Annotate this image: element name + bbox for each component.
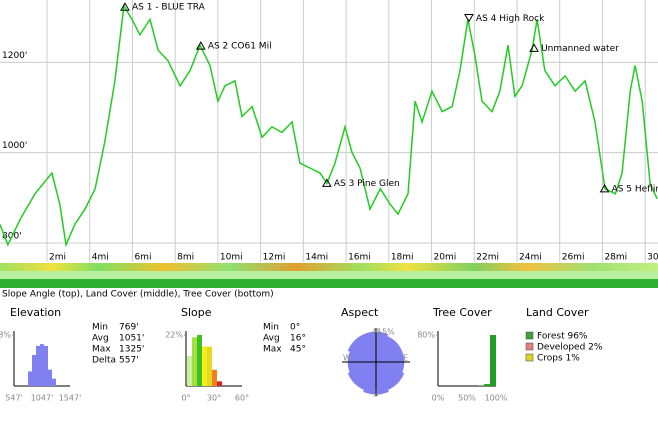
aspect-wedge: [347, 333, 377, 363]
x-tick-label: 20mi: [434, 253, 457, 263]
x-tick-label: 30mi: [647, 253, 658, 263]
waypoint-label: AS 4 High Rock: [476, 14, 545, 24]
hist-bar: [212, 369, 217, 386]
x-tick-label: 14mi: [305, 253, 328, 263]
x-tick-label: 24mi: [519, 253, 542, 263]
hist-x-label: 50%: [458, 394, 476, 403]
x-tick-label: 26mi: [562, 253, 585, 263]
stat-value: 557': [119, 356, 139, 366]
hist-bar: [32, 355, 36, 386]
stat-value: 45°: [290, 345, 306, 355]
aspect-ring-label: 15%: [377, 328, 395, 337]
stat-value: 16°: [290, 334, 306, 344]
hist-y-label: 28%: [0, 331, 11, 340]
stat-label: Min: [263, 323, 279, 333]
waypoint-label: AS 1 - BLUE TRA: [132, 3, 206, 13]
hist-bar: [44, 345, 48, 386]
hist-bar: [28, 371, 32, 386]
stat-label: Max: [263, 345, 282, 355]
hist-x-label: 0%: [432, 394, 445, 403]
waypoint-marker: [322, 178, 332, 187]
x-tick-label: 12mi: [263, 253, 286, 263]
hist-y-label: 22%: [165, 331, 183, 340]
hist-bar: [478, 385, 484, 386]
y-tick-label: 1200': [2, 51, 27, 61]
y-tick-label: 1000': [2, 141, 27, 151]
elevation-line: [0, 3, 658, 248]
stat-label: Avg: [92, 334, 109, 344]
hist-y-label: 80%: [417, 331, 435, 340]
panels: Elevation Min 769' Avg 1051' Max 1325'Delta 557…: [0, 306, 603, 403]
hist-bar: [197, 335, 202, 386]
waypoint-marker: [599, 183, 610, 193]
x-tick-label: 28mi: [604, 253, 627, 263]
hist-x-label: 1547': [59, 394, 82, 403]
panel-title: Tree Cover: [432, 306, 492, 319]
hist-x-label: 60°: [235, 394, 249, 403]
panel-title: Slope: [181, 306, 212, 319]
x-tick-label: 22mi: [476, 253, 499, 263]
x-tick-label: 16mi: [348, 253, 371, 263]
aspect-direction: W: [343, 354, 351, 363]
aspect-direction: E: [403, 354, 408, 363]
waypoint-label: AS 5 Heflin S: [612, 184, 658, 194]
hist-bar: [202, 346, 207, 386]
x-tick-label: 2mi: [49, 253, 66, 263]
x-tick-label: 10mi: [220, 253, 243, 263]
hist-bar: [484, 384, 490, 386]
hist-bar: [187, 355, 192, 386]
hist-x-label: 30°: [207, 394, 221, 403]
hist-bar: [207, 346, 212, 386]
waypoint-label: Unmanned water: [541, 44, 619, 54]
legend-label: Crops 1%: [537, 354, 580, 364]
hist-bar: [52, 378, 56, 386]
legend-label: Forest 96%: [537, 332, 588, 342]
x-tick-label: 8mi: [177, 253, 194, 263]
aspect-direction: S: [373, 390, 378, 399]
x-tick-label: 4mi: [92, 253, 109, 263]
legend-label: Developed 2%: [537, 343, 603, 353]
hist-bar: [192, 337, 197, 386]
waypoint-marker: [120, 2, 130, 11]
stat-label: Avg: [263, 334, 280, 344]
hist-x-label: 547': [5, 394, 22, 403]
panel-title: Elevation: [10, 306, 61, 319]
stat-label: Max: [92, 345, 111, 355]
hist-bar: [490, 335, 496, 386]
hist-bar: [36, 345, 40, 386]
land-cover-strip: [0, 271, 658, 279]
aspect-direction: N: [373, 328, 379, 337]
waypoint-label: AS 3 Pine Glen: [334, 179, 400, 189]
stat-label: Min: [92, 323, 108, 333]
legend-swatch: [525, 353, 534, 362]
hist-x-label: 0°: [181, 394, 190, 403]
hist-bar: [40, 344, 44, 386]
tree-cover-strip: [0, 279, 658, 288]
hist-x-label: 100%: [485, 394, 508, 403]
x-tick-label: 18mi: [391, 253, 414, 263]
panel-title: Land Cover: [526, 306, 589, 319]
legend-swatch: [525, 331, 534, 340]
waypoint-marker: [529, 43, 539, 52]
stat-value: 1325': [119, 345, 144, 355]
stat-value: 0°: [290, 323, 300, 333]
x-tick-label: 6mi: [134, 253, 151, 263]
stat-value: 1051': [119, 334, 144, 344]
panel-title: Aspect: [341, 306, 379, 319]
stat-value: 769': [119, 323, 139, 333]
waypoint-marker: [464, 14, 474, 23]
hist-bar: [217, 381, 222, 386]
slope-strip: [0, 263, 658, 271]
waypoint-marker: [195, 41, 206, 50]
strip-caption: Slope Angle (top), Land Cover (middle), …: [2, 290, 274, 300]
hist-x-label: 1047': [31, 394, 54, 403]
aspect-wedge: [347, 361, 377, 391]
waypoint-label: AS 2 CO61 Mil: [208, 42, 272, 52]
legend-swatch: [525, 342, 534, 351]
hist-bar: [48, 369, 52, 386]
stat-label: Delta: [92, 356, 116, 366]
